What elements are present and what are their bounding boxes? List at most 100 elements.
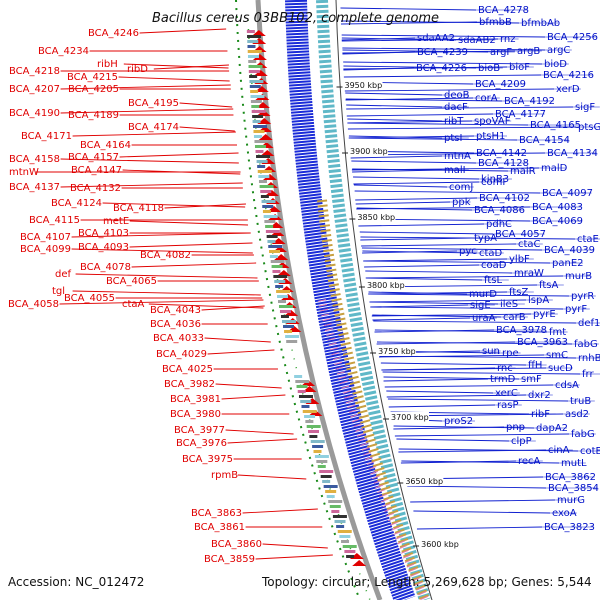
gene-label-left: BCA_4190 [9, 108, 60, 119]
leader-line [370, 301, 499, 305]
gene-label-left: ribH [97, 59, 118, 70]
gene-label-left: BCA_3859 [204, 554, 255, 565]
gene-label-left: BCA_4158 [9, 154, 60, 165]
leader-line [102, 202, 246, 208]
gene-label-left: BCA_4093 [78, 242, 129, 253]
leader-line [129, 242, 253, 248]
gene-label-right: xerD [556, 84, 580, 95]
gene-label-right: ctaD [479, 248, 503, 259]
cog-block [260, 190, 272, 193]
reverse-feature-arrow [274, 254, 289, 260]
gene-label-right: recA [518, 456, 541, 467]
gene-label-right: pnp [506, 422, 525, 433]
cog-block [269, 255, 278, 258]
gene-label-right: ftsZ [509, 287, 528, 298]
genome-title: Bacillus cereus 03BB102, complete genome [152, 11, 439, 26]
kbp-ticks: 3950 kbp 3900 kbp 3850 kbp 3800 kbp 3750 kbp… [336, 80, 460, 549]
cog-block [247, 55, 259, 58]
leader-line [72, 131, 236, 137]
gene-label-right: BCA_4216 [543, 70, 594, 81]
gene-label-right: ppk [452, 197, 471, 208]
leader-line [351, 160, 477, 164]
gene-label-right: BCA_4256 [547, 32, 598, 43]
leader-line [362, 250, 478, 254]
leader-line [221, 394, 286, 400]
gene-label-left: BCA_4025 [162, 364, 213, 375]
leader-line [179, 126, 235, 132]
cog-block [251, 105, 260, 108]
leader-line [346, 104, 443, 108]
cog-block [251, 110, 266, 113]
cog-block [258, 180, 267, 183]
gene-label-right: pdhC [486, 219, 512, 230]
leader-line [361, 243, 517, 247]
cog-block [278, 300, 286, 303]
gene-label-right: BCA_4086 [474, 205, 525, 216]
cog-block [262, 205, 274, 208]
cog-block [346, 555, 355, 558]
leader-line [347, 122, 529, 126]
cog-block [258, 175, 270, 178]
cog-block [248, 65, 263, 68]
cog-block [329, 505, 341, 508]
leader-line [119, 152, 239, 158]
gene-label-right: bfmbAb [521, 18, 560, 29]
cog-block [267, 240, 276, 243]
cog-block [302, 410, 317, 413]
gene-label-left: BCA_4218 [9, 66, 60, 77]
leader-line [363, 258, 508, 262]
leader-line [393, 425, 535, 429]
tick-label: 3600 kbp [421, 540, 459, 549]
leader-line [341, 38, 499, 42]
leader-line [340, 7, 477, 11]
gene-label-left: BCA_4171 [21, 131, 72, 142]
leader-line [363, 260, 551, 264]
cog-block [316, 460, 328, 463]
cog-block [265, 230, 280, 233]
gene-label-right: sdaAA2 [417, 33, 455, 44]
reverse-feature-arrow [352, 560, 367, 566]
gene-label-left: BCA_4115 [29, 215, 80, 226]
gene-label-right: BCA_4278 [478, 5, 529, 16]
gene-label-left: ctaA [122, 299, 145, 310]
gene-label-right: dxr2 [528, 390, 551, 401]
gene-label-right: BCA_4226 [416, 63, 467, 74]
reverse-feature-arrow [276, 270, 291, 276]
cog-block [260, 195, 269, 198]
leader-line [388, 404, 496, 408]
cog-block [248, 60, 257, 63]
leader-line [361, 247, 543, 251]
cog-block [339, 535, 351, 538]
leader-line [394, 433, 570, 437]
cog-block [328, 500, 343, 503]
gene-label-left: BCA_4118 [113, 203, 164, 214]
gene-label-left: BCA_4103 [78, 228, 129, 239]
leader-line [123, 63, 229, 69]
cog-block [298, 395, 313, 398]
gene-label-right: lspA [528, 295, 549, 306]
gene-label-right: mutL [561, 458, 587, 469]
leader-line [207, 349, 275, 355]
leader-line [353, 181, 480, 185]
cog-block [326, 495, 335, 498]
leader-line [72, 290, 261, 296]
cog-block [284, 330, 293, 333]
gene-label-left: BCA_4174 [128, 122, 179, 133]
cog-block [256, 155, 271, 158]
gene-label-left: BCA_3981 [170, 394, 221, 405]
cog-block [325, 490, 337, 493]
cog-block [265, 225, 274, 228]
cog-block [337, 530, 352, 533]
gene-label-right: pyrE [533, 309, 556, 320]
gene-label-right: mraW [514, 268, 544, 279]
gene-label-right: BCA_4177 [495, 109, 546, 120]
leader-line [215, 383, 282, 389]
reverse-feature-arrow [254, 86, 269, 92]
leader-line [371, 313, 532, 317]
gene-label-left: BCA_4124 [51, 198, 102, 209]
cog-block [259, 185, 274, 188]
gene-label-right: def1 [578, 318, 600, 329]
cog-block [283, 325, 295, 328]
leader-line [225, 429, 294, 435]
